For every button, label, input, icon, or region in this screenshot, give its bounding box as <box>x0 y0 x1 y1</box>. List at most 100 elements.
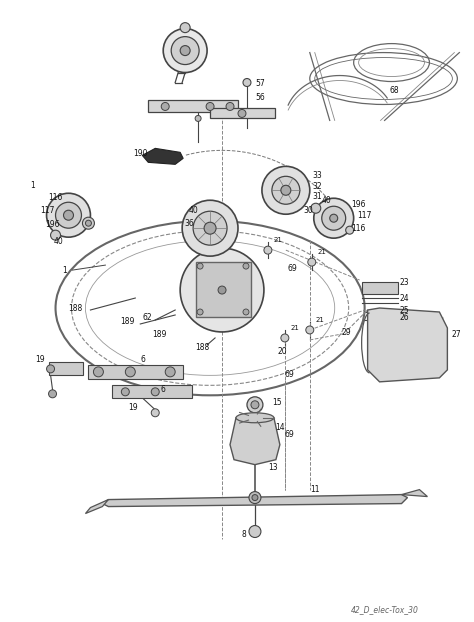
Text: 1: 1 <box>31 181 36 190</box>
Circle shape <box>281 334 289 342</box>
Circle shape <box>85 220 91 226</box>
Text: 196: 196 <box>352 200 366 209</box>
Circle shape <box>197 265 247 315</box>
Text: 14: 14 <box>275 423 284 432</box>
Circle shape <box>238 109 246 118</box>
PathPatch shape <box>368 308 447 382</box>
Text: 21: 21 <box>291 325 300 331</box>
Circle shape <box>249 526 261 537</box>
Circle shape <box>165 367 175 377</box>
Circle shape <box>48 390 56 398</box>
Circle shape <box>51 230 61 240</box>
Circle shape <box>249 491 261 504</box>
PathPatch shape <box>230 418 280 465</box>
Bar <box>112 385 192 398</box>
Circle shape <box>55 202 82 228</box>
Circle shape <box>195 116 201 121</box>
Circle shape <box>82 217 94 229</box>
Text: 30: 30 <box>304 206 314 215</box>
Circle shape <box>311 203 321 213</box>
Text: 19: 19 <box>36 355 45 364</box>
Circle shape <box>322 207 346 230</box>
Circle shape <box>125 367 135 377</box>
Text: 42_D_elec-Tox_30: 42_D_elec-Tox_30 <box>351 605 419 614</box>
Text: 19: 19 <box>128 403 138 412</box>
Circle shape <box>171 37 199 65</box>
Circle shape <box>151 388 159 396</box>
Text: 31: 31 <box>313 192 322 201</box>
Circle shape <box>218 286 226 294</box>
Circle shape <box>314 198 354 238</box>
Text: 189: 189 <box>152 330 167 340</box>
Bar <box>48 362 83 375</box>
Text: 56: 56 <box>255 93 264 102</box>
Circle shape <box>306 326 314 334</box>
Text: 15: 15 <box>272 398 282 407</box>
Circle shape <box>193 211 227 245</box>
Text: 190: 190 <box>133 149 148 158</box>
PathPatch shape <box>142 149 183 164</box>
Circle shape <box>281 185 291 195</box>
Circle shape <box>247 397 263 413</box>
PathPatch shape <box>401 490 428 496</box>
Bar <box>362 282 398 294</box>
Circle shape <box>346 226 354 234</box>
Circle shape <box>163 29 207 73</box>
Text: 69: 69 <box>288 264 298 272</box>
Text: 23: 23 <box>400 277 409 287</box>
Circle shape <box>180 45 190 55</box>
Text: 26: 26 <box>400 313 409 322</box>
Circle shape <box>251 401 259 409</box>
Bar <box>89 365 183 379</box>
Text: 116: 116 <box>48 193 63 202</box>
Text: 69: 69 <box>285 430 295 439</box>
Text: 57: 57 <box>255 79 264 88</box>
Text: 32: 32 <box>313 182 322 191</box>
Text: 68: 68 <box>390 86 399 95</box>
Text: 8: 8 <box>242 530 247 539</box>
Bar <box>148 101 238 113</box>
Circle shape <box>46 193 91 237</box>
Text: 1: 1 <box>63 266 67 274</box>
Text: 40: 40 <box>322 196 331 205</box>
Text: 69: 69 <box>285 370 295 379</box>
Text: 36: 36 <box>184 219 194 228</box>
Text: 116: 116 <box>352 224 366 233</box>
Circle shape <box>330 214 337 222</box>
Text: 25: 25 <box>400 305 409 315</box>
Circle shape <box>197 263 203 269</box>
Text: 117: 117 <box>358 211 372 220</box>
Text: 33: 33 <box>313 171 322 180</box>
Text: 188: 188 <box>195 343 210 353</box>
Circle shape <box>204 222 216 234</box>
Text: 6: 6 <box>160 385 165 394</box>
Text: 20: 20 <box>278 348 288 356</box>
Text: 13: 13 <box>268 463 278 472</box>
Text: 40: 40 <box>188 206 198 215</box>
Bar <box>210 108 275 118</box>
Text: 21: 21 <box>274 237 283 243</box>
Text: 189: 189 <box>120 317 135 327</box>
Text: 21: 21 <box>318 249 327 255</box>
Text: 188: 188 <box>69 304 83 312</box>
Text: 27: 27 <box>451 330 461 340</box>
Circle shape <box>272 176 300 204</box>
PathPatch shape <box>85 499 109 514</box>
Circle shape <box>308 258 316 266</box>
Circle shape <box>264 246 272 254</box>
Circle shape <box>180 248 264 332</box>
Circle shape <box>262 166 310 214</box>
Circle shape <box>93 367 103 377</box>
Circle shape <box>151 409 159 417</box>
Circle shape <box>212 280 232 300</box>
Text: 117: 117 <box>41 206 55 215</box>
Circle shape <box>182 200 238 256</box>
Circle shape <box>243 263 249 269</box>
Circle shape <box>243 78 251 86</box>
Circle shape <box>180 22 190 32</box>
Text: 21: 21 <box>316 317 325 323</box>
Bar <box>196 262 251 317</box>
Circle shape <box>64 210 73 220</box>
Circle shape <box>252 494 258 501</box>
Circle shape <box>121 388 129 396</box>
